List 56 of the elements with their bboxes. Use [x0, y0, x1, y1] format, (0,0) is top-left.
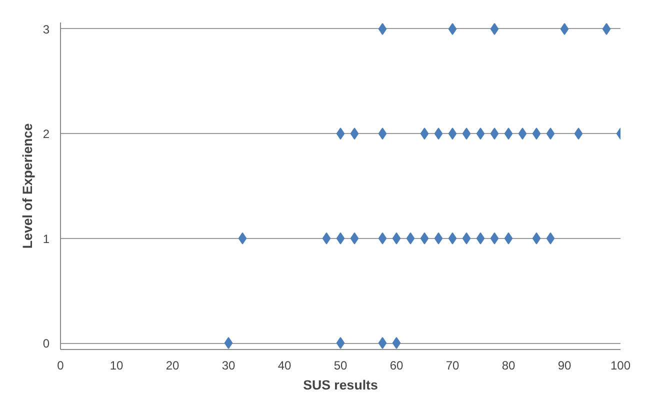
x-tick-label: 60 — [390, 358, 404, 372]
point — [546, 128, 555, 140]
point — [392, 337, 401, 350]
point — [238, 232, 247, 244]
point — [378, 232, 387, 244]
point — [476, 232, 485, 244]
point — [490, 22, 499, 35]
point — [420, 128, 429, 140]
y-tick-label: 2 — [42, 127, 50, 142]
point — [462, 232, 471, 244]
point — [448, 232, 457, 244]
x-tick-label: 0 — [57, 358, 64, 372]
point — [490, 128, 499, 140]
point — [406, 232, 415, 244]
point — [392, 232, 401, 244]
point — [532, 232, 541, 244]
point — [378, 128, 387, 140]
x-tick-label: 100 — [610, 358, 631, 372]
point — [224, 337, 233, 350]
point — [336, 337, 345, 350]
point — [448, 22, 457, 35]
point — [560, 22, 569, 35]
x-tick-label: 50 — [334, 358, 348, 372]
point — [462, 128, 471, 140]
point — [518, 128, 527, 140]
point — [350, 232, 359, 244]
point — [336, 232, 345, 244]
point — [350, 128, 359, 140]
y-tick-label: 1 — [42, 232, 50, 246]
y-tick-label: 0 — [42, 336, 50, 351]
x-axis-title: SUS results — [303, 378, 378, 392]
point — [378, 22, 387, 35]
point — [574, 128, 583, 140]
x-tick-label: 90 — [558, 358, 572, 372]
point — [434, 232, 443, 244]
x-tick-label: 20 — [166, 358, 180, 372]
point — [434, 128, 443, 140]
point — [504, 128, 513, 140]
x-tick-label: 80 — [502, 358, 516, 372]
x-tick-label: 70 — [446, 358, 460, 372]
point — [336, 128, 345, 140]
point — [532, 128, 541, 140]
point — [546, 232, 555, 244]
point — [448, 128, 457, 140]
point — [378, 337, 387, 350]
x-tick-label: 30 — [222, 358, 236, 372]
point — [504, 232, 513, 244]
y-tick-label: 3 — [42, 22, 50, 36]
point — [420, 232, 429, 244]
x-tick-label: 10 — [110, 358, 124, 372]
y-axis-title: Level of Experience — [20, 123, 35, 249]
point — [476, 128, 485, 140]
point — [602, 22, 611, 35]
point — [322, 232, 331, 244]
point — [490, 232, 499, 244]
x-tick-label: 40 — [278, 358, 292, 372]
